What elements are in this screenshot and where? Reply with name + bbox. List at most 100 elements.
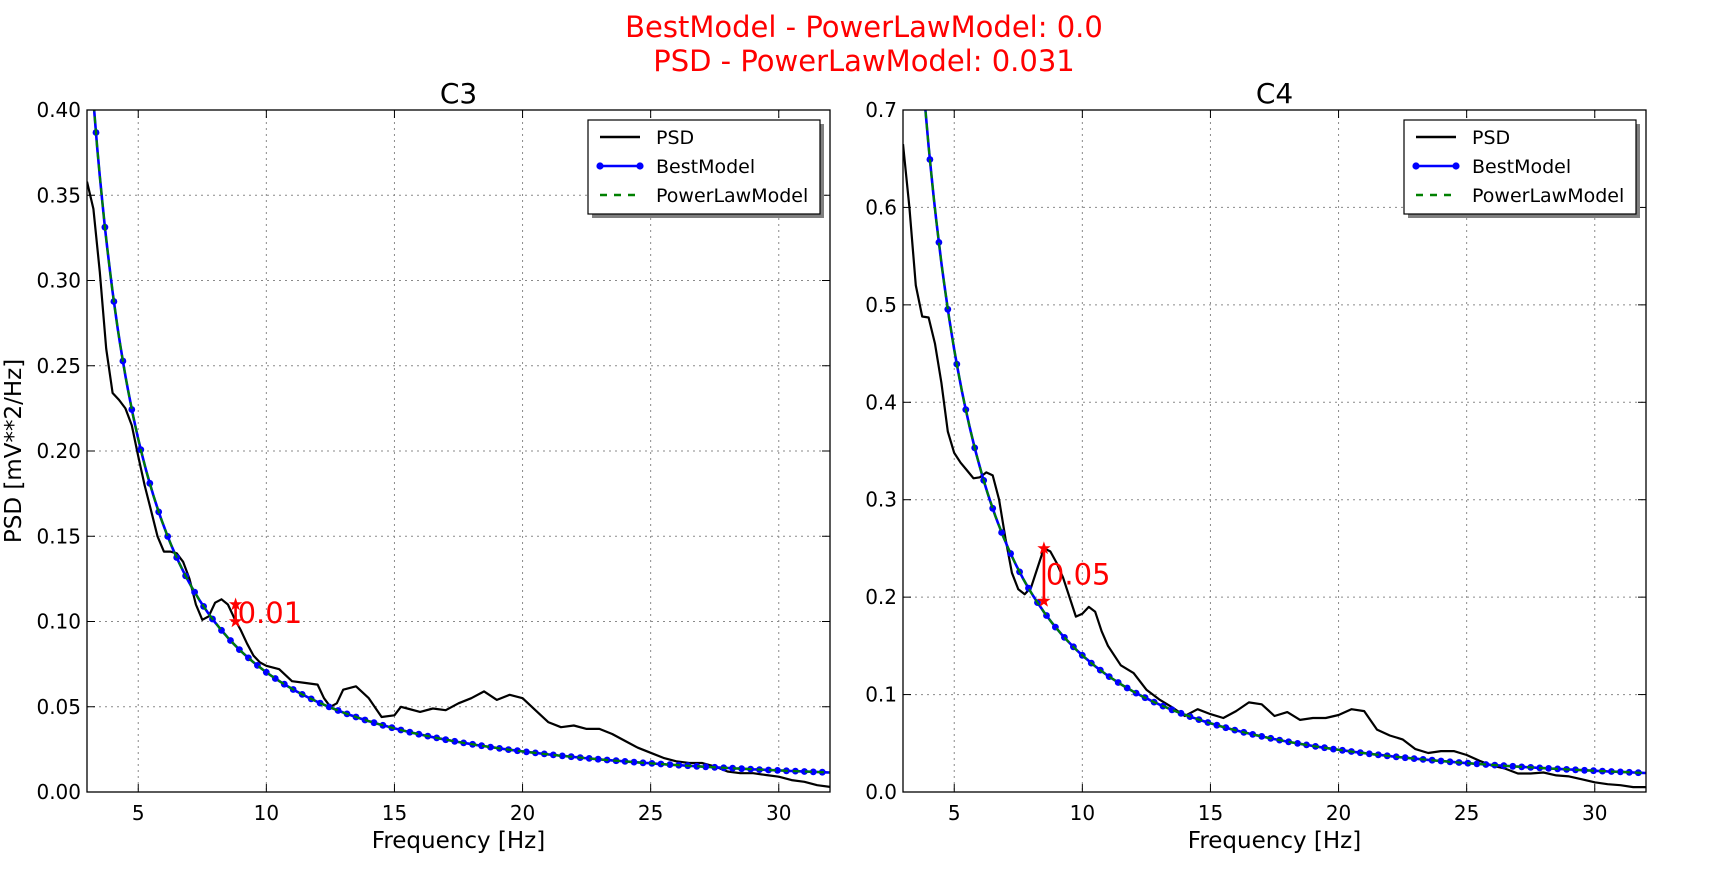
series-point-bestmodel [1294,740,1301,747]
series-point-bestmodel [478,742,485,750]
x-tick-label: 10 [1070,801,1095,825]
series-point-bestmodel [1617,768,1624,776]
x-tick-label: 5 [948,801,961,825]
series-line-bestmodel [924,110,1646,775]
series-point-bestmodel [729,764,736,772]
y-tick-label: 0.7 [865,98,897,122]
series-point-bestmodel [693,762,701,770]
legend-label: BestModel [1472,156,1571,178]
series-point-bestmodel [406,728,414,736]
series-point-bestmodel [1437,757,1445,765]
legend-handle-bestmodel-dot [1412,162,1420,170]
series-point-bestmodel [128,406,136,413]
x-tick-label: 15 [382,801,407,825]
figure-title-line-1: BestModel - PowerLawModel: 0.0 [625,10,1103,44]
legend-label: PSD [656,127,694,149]
series-point-bestmodel [146,479,154,487]
legend-label: PSD [1472,127,1510,149]
x-tick-label: 20 [510,801,535,825]
x-axis-label: Frequency [Hz] [1188,828,1361,854]
x-tick-label: 30 [1582,801,1607,825]
series-point-bestmodel [1401,754,1409,762]
legend-label: PowerLawModel [656,185,808,207]
series-point-bestmodel [809,768,817,776]
legend-handle-bestmodel-dot [636,162,644,170]
series-point-bestmodel [514,747,521,755]
figure-title-line-2: PSD - PowerLawModel: 0.031 [653,44,1075,78]
plot-area [903,110,1646,789]
series-point-bestmodel [325,703,333,711]
series-point-bestmodel [558,752,566,760]
series-point-bestmodel [801,768,808,775]
x-tick-label: 30 [766,801,791,825]
series-line-powerlaw [93,110,830,774]
y-tick-label: 0.1 [865,683,897,707]
x-tick-label: 20 [1326,801,1351,825]
annotation-star-marker [228,614,243,628]
series-point-bestmodel [765,766,772,774]
y-tick-label: 0.30 [36,269,81,293]
series-point-bestmodel [84,5,91,12]
series-point-bestmodel [738,765,745,773]
x-axis-label: Frequency [Hz] [372,828,545,854]
series-point-bestmodel [442,736,450,744]
series-point-bestmodel [657,760,665,768]
series-point-bestmodel [415,730,423,738]
chart-c4: 0.05 5 10 15 20 25 30 0.0 0.1 0.2 0.3 0.4 0.5 0.6 0.7 C… [865,77,1647,854]
chart-c3: 0.01 5 10 15 20 25 30 0.00 0.05 0.10 0.15 0.20 0.25 0… [1,5,831,854]
y-tick-label: 0.00 [36,780,81,804]
y-tick-label: 0.35 [36,183,81,207]
series-point-bestmodel [451,737,459,745]
annotation-star-marker [1037,541,1051,555]
annotation-star-marker [228,597,243,611]
y-tick-label: 0.3 [865,488,897,512]
x-tick-label: 25 [1454,801,1479,825]
y-tick-label: 0.4 [865,390,897,414]
series-point-bestmodel [1473,760,1481,768]
annotation-star-marker [1037,594,1051,607]
series-point-bestmodel [666,761,674,768]
series-line-psd [87,181,830,788]
plot-area [84,5,830,788]
legend-handle-bestmodel-dot [596,162,604,170]
y-axis-label: PSD [mV**2/Hz] [1,359,27,543]
x-tick-label: 15 [1198,801,1223,825]
y-tick-label: 0.15 [36,524,81,548]
series-point-bestmodel [944,305,952,313]
x-tick-label: 10 [254,801,279,825]
series-point-bestmodel [549,751,557,759]
series-point-bestmodel [621,758,629,765]
legend-label: PowerLawModel [1472,185,1624,207]
series-point-bestmodel [585,755,593,762]
x-tick-label: 5 [132,801,145,825]
series-point-bestmodel [1222,724,1230,732]
y-tick-label: 0.25 [36,354,81,378]
y-tick-label: 0.10 [36,610,81,634]
series-point-bestmodel [1581,766,1588,774]
y-tick-label: 0.05 [36,695,81,719]
chart-title: C4 [1256,77,1293,110]
x-tick-label: 25 [638,801,663,825]
series-point-bestmodel [1258,733,1266,740]
y-tick-label: 0.2 [865,585,897,609]
series-point-bestmodel [1330,745,1337,753]
series-point-bestmodel [370,719,378,727]
y-tick-label: 0.6 [865,195,897,219]
annotation-label: 0.05 [1046,558,1111,592]
series-line-psd [903,143,1646,789]
y-tick-label: 0.40 [36,98,81,122]
series-point-bestmodel [1509,762,1517,770]
series-point-bestmodel [487,743,494,751]
axes-frame [902,109,1647,793]
series-point-bestmodel [935,239,943,246]
y-tick-label: 0.5 [865,293,897,317]
series-point-bestmodel [1249,731,1257,738]
series-point-bestmodel [191,588,199,596]
series-line-powerlaw [924,110,1646,775]
y-tick-label: 0.0 [865,780,897,804]
y-tick-label: 0.20 [36,439,81,463]
legend-handle-bestmodel-dot [1452,162,1460,170]
series-point-bestmodel [594,755,602,763]
chart-title: C3 [440,77,477,110]
